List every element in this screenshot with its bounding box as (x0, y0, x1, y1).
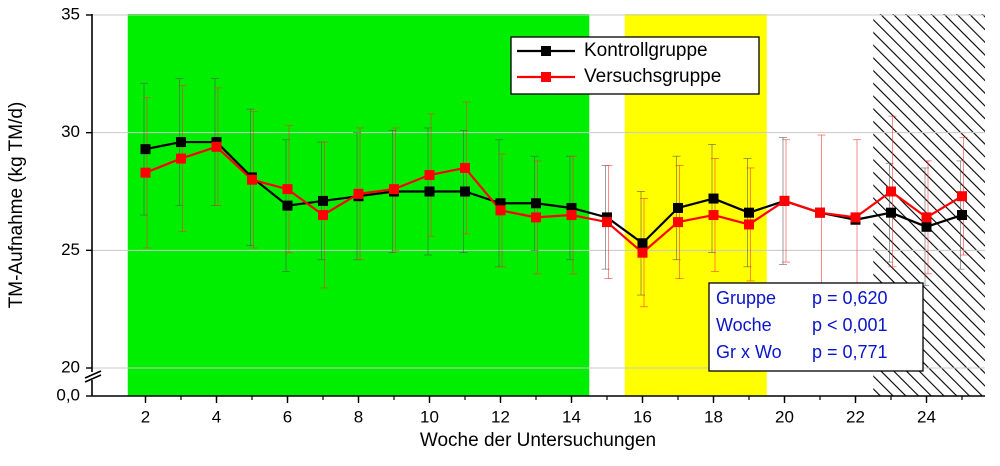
point-kontrollgruppe-week-2 (140, 144, 151, 155)
point-versuchsgruppe-week-25 (957, 191, 967, 202)
stats-value-gruppe: p = 0,620 (812, 288, 888, 308)
series-points (140, 137, 967, 258)
x-tick-label-24: 24 (917, 407, 936, 426)
x-tick-label-12: 12 (491, 407, 510, 426)
x-tick-label-2: 2 (141, 407, 150, 426)
y-tick-label-30: 30 (61, 122, 80, 141)
y-axis-break-mark (84, 370, 102, 383)
point-versuchsgruppe-week-24 (921, 212, 932, 223)
point-kontrollgruppe-week-23 (886, 207, 896, 218)
point-versuchsgruppe-week-11 (460, 162, 470, 173)
axes (86, 14, 985, 397)
point-versuchsgruppe-week-19 (744, 219, 754, 230)
legend-marker-versuchsgruppe (541, 72, 551, 82)
point-versuchsgruppe-week-14 (566, 210, 577, 221)
point-kontrollgruppe-week-10 (424, 186, 435, 197)
point-kontrollgruppe-week-3 (176, 137, 186, 148)
point-versuchsgruppe-week-22 (850, 212, 861, 223)
y-tick-label-25: 25 (61, 240, 80, 259)
stats-box-frame (708, 282, 924, 372)
x-tick-label-22: 22 (846, 407, 865, 426)
y-tick-label-20: 20 (61, 357, 80, 376)
series-lines (145, 140, 963, 254)
point-versuchsgruppe-week-16 (637, 247, 648, 258)
point-kontrollgruppe-week-7 (318, 195, 328, 206)
point-versuchsgruppe-week-7 (318, 210, 328, 221)
point-versuchsgruppe-week-10 (424, 170, 435, 181)
x-axis-title: Woche der Untersuchungen (420, 430, 656, 451)
point-versuchsgruppe-week-5 (247, 174, 257, 185)
point-kontrollgruppe-week-19 (744, 207, 754, 218)
y-axis-break-label: 0,0 (56, 385, 80, 404)
series-line-versuchsgruppe (145, 145, 963, 254)
x-tick-label-16: 16 (633, 407, 652, 426)
point-versuchsgruppe-week-3 (176, 153, 186, 164)
legend-box (510, 36, 760, 95)
point-kontrollgruppe-week-25 (957, 210, 967, 221)
point-versuchsgruppe-week-17 (673, 217, 683, 228)
point-versuchsgruppe-week-2 (140, 167, 151, 178)
x-tick-label-4: 4 (212, 407, 221, 426)
point-versuchsgruppe-week-15 (602, 217, 612, 228)
y-tick-label-35: 35 (61, 4, 80, 23)
stats-value-interaction: p = 0,771 (812, 342, 888, 362)
point-kontrollgruppe-week-24 (921, 221, 932, 232)
stats-term-gruppe: Gruppe (716, 288, 776, 308)
x-tick-label-14: 14 (562, 407, 581, 426)
x-tick-label-6: 6 (283, 407, 292, 426)
stats-term-woche: Woche (716, 315, 772, 335)
x-tick-label-20: 20 (775, 407, 794, 426)
point-versuchsgruppe-week-4 (211, 141, 222, 152)
point-versuchsgruppe-week-20 (779, 195, 790, 206)
point-kontrollgruppe-week-11 (460, 186, 470, 197)
x-tick-label-8: 8 (354, 407, 363, 426)
y-axis-title: TM-Aufnahme (kg TM/d) (6, 102, 27, 309)
x-tick-label-10: 10 (420, 407, 439, 426)
legend: Kontrollgruppe Versuchsgruppe (510, 36, 760, 95)
stats-box: Gruppe p = 0,620 Woche p < 0,001 Gr x Wo… (708, 282, 924, 372)
point-kontrollgruppe-week-18 (708, 193, 719, 204)
point-kontrollgruppe-week-17 (673, 202, 683, 213)
point-versuchsgruppe-week-18 (708, 210, 719, 221)
point-versuchsgruppe-week-9 (389, 184, 399, 195)
point-versuchsgruppe-week-23 (886, 186, 896, 197)
legend-label-versuchsgruppe: Versuchsgruppe (584, 66, 721, 87)
legend-label-kontrollgruppe: Kontrollgruppe (584, 40, 708, 61)
stats-term-interaction: Gr x Wo (716, 342, 782, 362)
x-tick-label-18: 18 (704, 407, 723, 426)
point-versuchsgruppe-week-13 (531, 212, 541, 223)
point-versuchsgruppe-week-6 (282, 184, 293, 195)
point-kontrollgruppe-week-6 (282, 200, 293, 211)
point-kontrollgruppe-week-13 (531, 198, 541, 209)
legend-marker-kontrollgruppe (541, 46, 551, 56)
point-versuchsgruppe-week-8 (353, 188, 364, 199)
point-kontrollgruppe-week-12 (495, 198, 506, 209)
point-versuchsgruppe-week-12 (495, 205, 506, 216)
point-kontrollgruppe-week-16 (637, 238, 648, 249)
stats-value-woche: p < 0,001 (812, 315, 888, 335)
point-versuchsgruppe-week-21 (815, 207, 825, 218)
point-kontrollgruppe-week-14 (566, 202, 577, 213)
